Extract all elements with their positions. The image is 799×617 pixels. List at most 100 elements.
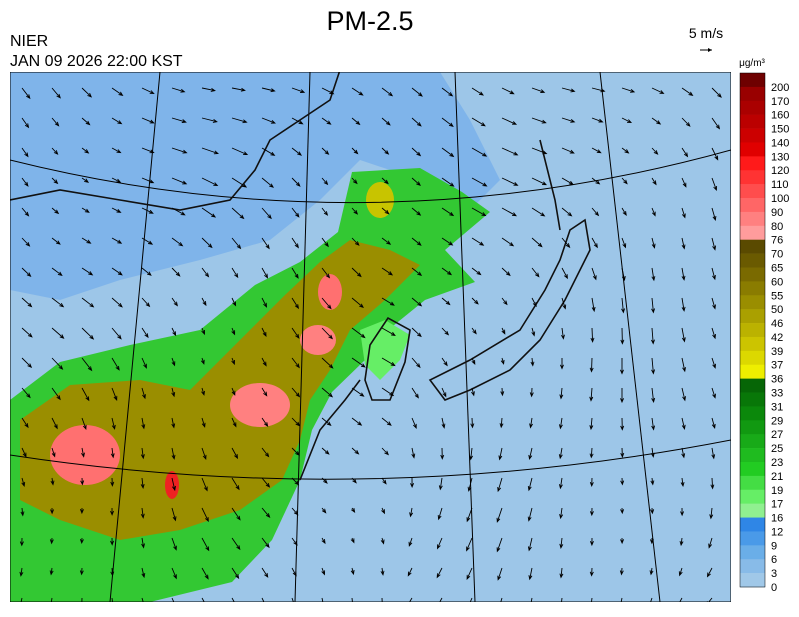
wind-arrow <box>438 477 443 491</box>
wind-arrow <box>651 267 656 282</box>
colorbar-swatch <box>740 475 765 491</box>
wind-arrow <box>471 387 475 397</box>
wind-arrow <box>261 567 269 578</box>
wind-arrow <box>141 237 154 245</box>
wind-arrow <box>110 567 115 577</box>
wind-arrow <box>681 297 686 312</box>
colorbar-swatch <box>740 225 765 241</box>
wind-arrow <box>111 357 120 371</box>
wind-arrow <box>591 147 602 154</box>
wind-arrow <box>201 447 207 460</box>
wind-arrow <box>81 147 90 154</box>
wind-arrow <box>291 87 306 93</box>
high-spot <box>165 471 179 499</box>
wind-arrow <box>261 237 270 250</box>
wind-arrow <box>51 357 64 370</box>
wind-arrow <box>51 267 63 276</box>
wind-arrow <box>171 297 178 307</box>
wind-arrow <box>261 147 276 156</box>
wind-scale-arrow <box>700 48 712 52</box>
colorbar-label: 33 <box>771 388 783 400</box>
wind-arrow <box>621 267 626 282</box>
wind-arrow <box>561 237 571 249</box>
wind-arrow <box>111 177 122 183</box>
wind-arrow <box>621 207 627 216</box>
wind-arrow <box>201 507 209 523</box>
wind-arrow <box>619 567 624 576</box>
wind-scale-label: 5 m/s <box>689 25 723 41</box>
wind-arrow <box>51 387 61 401</box>
wind-arrow <box>111 237 123 244</box>
wind-arrow <box>381 357 396 367</box>
colorbar-frame <box>739 72 766 588</box>
wind-arrow <box>291 177 301 187</box>
wind-arrow <box>49 567 54 576</box>
wind-arrow <box>350 537 355 544</box>
olive-region <box>20 240 420 540</box>
wind-arrow <box>261 207 272 220</box>
wind-arrow <box>231 597 235 602</box>
wind-arrow <box>321 507 327 514</box>
low-region <box>10 72 500 300</box>
colorbar-label: 140 <box>771 137 789 149</box>
wind-arrow <box>231 297 237 307</box>
colorbar-label: 76 <box>771 235 783 247</box>
colorbar-label: 60 <box>771 276 783 288</box>
wind-arrow <box>440 447 445 460</box>
wind-arrow <box>171 447 176 460</box>
mid-spot <box>366 182 394 218</box>
title: PM-2.5 <box>326 6 413 36</box>
wind-arrow <box>500 387 505 397</box>
wind-arrow <box>681 207 686 219</box>
wind-arrow <box>21 117 30 129</box>
colorbar-swatch <box>740 267 765 282</box>
wind-arrow <box>81 87 93 98</box>
wind-arrow <box>50 507 55 515</box>
wind-arrow <box>528 447 533 461</box>
wind-arrow <box>558 417 563 430</box>
wind-arrow <box>589 567 594 577</box>
colorbar-label: 37 <box>771 360 783 372</box>
wind-arrow <box>531 87 546 93</box>
wind-arrow <box>589 507 594 517</box>
wind-arrow <box>527 537 533 552</box>
colorbar-swatch <box>740 448 765 463</box>
wind-arrow <box>496 537 503 553</box>
wind-arrow <box>466 507 473 523</box>
wind-arrow <box>561 207 573 217</box>
wind-arrow <box>21 477 26 488</box>
wind-arrow <box>411 237 422 246</box>
wind-arrow <box>81 237 92 244</box>
wind-arrow <box>291 357 300 369</box>
wind-arrow <box>561 297 567 310</box>
colorbar-swatch <box>740 184 765 199</box>
wind-arrow <box>261 297 268 308</box>
colorbar-label: 27 <box>771 429 783 441</box>
wind-arrow <box>591 597 593 602</box>
colorbar-label: 150 <box>771 124 789 136</box>
wind-arrow <box>437 507 443 521</box>
wind-arrow <box>589 447 594 459</box>
wind-arrow <box>621 87 636 93</box>
wind-arrows <box>19 87 722 602</box>
colorbar-swatch <box>740 295 765 310</box>
wind-arrow <box>171 477 176 492</box>
wind-arrow <box>351 297 364 309</box>
colorbar-label: 170 <box>771 96 789 108</box>
wind-arrow <box>351 237 360 246</box>
wind-arrow <box>499 417 504 429</box>
wind-arrow <box>51 237 61 245</box>
wind-arrow <box>171 327 177 337</box>
wind-arrow <box>471 327 477 335</box>
colorbar-label: 3 <box>771 568 777 580</box>
wind-arrow <box>111 147 122 154</box>
wind-arrow <box>651 207 656 217</box>
wind-arrow <box>651 417 656 431</box>
wind-arrow <box>20 507 25 517</box>
wind-arrow <box>291 117 304 125</box>
wind-arrow <box>381 147 390 155</box>
wind-arrow <box>21 237 31 247</box>
wind-arrow <box>321 357 334 369</box>
wind-arrow <box>619 358 624 375</box>
org-label: NIER <box>10 33 48 50</box>
